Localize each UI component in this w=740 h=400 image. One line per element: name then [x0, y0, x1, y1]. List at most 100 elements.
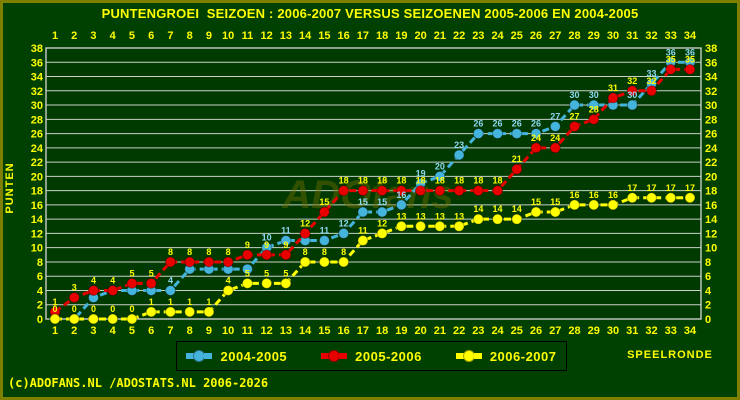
- svg-text:28: 28: [705, 114, 717, 126]
- data-point: [434, 170, 446, 182]
- svg-text:4: 4: [37, 285, 44, 297]
- svg-text:34: 34: [31, 72, 44, 84]
- svg-text:27: 27: [549, 30, 561, 42]
- data-point: [549, 120, 561, 132]
- data-point: [184, 306, 196, 318]
- svg-text:8: 8: [187, 30, 193, 42]
- legend: 2004-2005 2005-2006 2006-2007: [176, 341, 567, 371]
- svg-text:2: 2: [71, 30, 77, 42]
- svg-text:7: 7: [167, 30, 173, 42]
- svg-text:8: 8: [303, 247, 308, 257]
- legend-item-2004-2005: 2004-2005: [186, 349, 287, 364]
- data-point: [164, 256, 176, 268]
- data-point: [530, 206, 542, 218]
- data-point: [280, 235, 292, 247]
- data-point: [68, 313, 80, 325]
- data-point: [280, 277, 292, 289]
- svg-text:16: 16: [570, 190, 580, 200]
- svg-text:24: 24: [705, 143, 718, 155]
- svg-text:6: 6: [148, 30, 154, 42]
- svg-text:21: 21: [434, 325, 446, 337]
- svg-text:29: 29: [588, 30, 600, 42]
- svg-text:8: 8: [187, 325, 193, 337]
- svg-text:26: 26: [530, 30, 542, 42]
- svg-text:8: 8: [168, 247, 173, 257]
- svg-text:31: 31: [608, 83, 618, 93]
- data-point: [203, 306, 215, 318]
- legend-label-2004-2005: 2004-2005: [220, 348, 288, 364]
- svg-text:27: 27: [550, 111, 560, 121]
- svg-text:13: 13: [435, 211, 445, 221]
- svg-text:20: 20: [414, 30, 426, 42]
- data-point: [646, 192, 658, 204]
- svg-text:4: 4: [110, 30, 117, 42]
- svg-text:26: 26: [493, 119, 503, 129]
- data-point: [492, 213, 504, 225]
- svg-text:8: 8: [37, 257, 43, 269]
- data-point: [126, 313, 138, 325]
- data-point: [472, 213, 484, 225]
- svg-text:5: 5: [283, 268, 288, 278]
- svg-text:9: 9: [283, 240, 288, 250]
- svg-text:24: 24: [491, 325, 504, 337]
- data-point: [241, 249, 253, 261]
- data-point: [338, 185, 350, 197]
- data-point: [107, 284, 119, 296]
- svg-text:34: 34: [684, 325, 697, 337]
- svg-text:30: 30: [607, 30, 619, 42]
- svg-text:12: 12: [31, 228, 43, 240]
- svg-text:15: 15: [358, 197, 368, 207]
- svg-text:23: 23: [454, 140, 464, 150]
- svg-text:5: 5: [129, 268, 134, 278]
- svg-text:32: 32: [645, 30, 657, 42]
- legend-item-2006-2007: 2006-2007: [455, 349, 557, 364]
- data-point: [164, 306, 176, 318]
- svg-text:17: 17: [357, 30, 369, 42]
- x-axis-bottom-labels: 1 2 3 4 5 6 7 8 9 10 11 12 13 14 15 16 17 18 19 20 21 22 23 24 2…: [52, 325, 697, 337]
- svg-text:38: 38: [31, 43, 43, 55]
- svg-text:33: 33: [665, 325, 677, 337]
- svg-text:5: 5: [264, 268, 269, 278]
- svg-text:18: 18: [339, 176, 349, 186]
- svg-text:20: 20: [705, 171, 717, 183]
- svg-text:1: 1: [149, 297, 154, 307]
- svg-text:18: 18: [376, 325, 388, 337]
- svg-text:8: 8: [341, 247, 346, 257]
- svg-text:26: 26: [530, 325, 542, 337]
- data-point: [338, 227, 350, 239]
- svg-text:22: 22: [453, 30, 465, 42]
- data-point: [472, 128, 484, 140]
- data-point: [492, 128, 504, 140]
- legend-marker-2006-2007-icon: [455, 350, 482, 362]
- svg-text:23: 23: [472, 325, 484, 337]
- svg-text:12: 12: [705, 228, 717, 240]
- svg-text:26: 26: [512, 119, 522, 129]
- svg-text:18: 18: [416, 176, 426, 186]
- svg-text:27: 27: [570, 111, 580, 121]
- data-point: [472, 185, 484, 197]
- svg-text:27: 27: [549, 325, 561, 337]
- svg-text:17: 17: [627, 183, 637, 193]
- svg-text:18: 18: [396, 176, 406, 186]
- data-point: [588, 99, 600, 111]
- svg-text:22: 22: [453, 325, 465, 337]
- svg-text:7: 7: [167, 325, 173, 337]
- data-point: [126, 277, 138, 289]
- svg-text:3: 3: [90, 325, 96, 337]
- svg-text:15: 15: [377, 197, 387, 207]
- svg-text:9: 9: [264, 240, 269, 250]
- legend-marker-2004-2005-icon: [186, 350, 213, 362]
- svg-text:28: 28: [568, 30, 580, 42]
- svg-text:10: 10: [222, 30, 234, 42]
- svg-text:1: 1: [52, 297, 57, 307]
- svg-text:36: 36: [705, 57, 717, 69]
- svg-text:1: 1: [52, 30, 58, 42]
- data-point: [684, 63, 696, 75]
- svg-text:13: 13: [280, 30, 292, 42]
- svg-text:24: 24: [531, 133, 541, 143]
- legend-marker-2005-2006-icon: [321, 350, 348, 362]
- svg-text:0: 0: [129, 304, 134, 314]
- svg-text:12: 12: [300, 218, 310, 228]
